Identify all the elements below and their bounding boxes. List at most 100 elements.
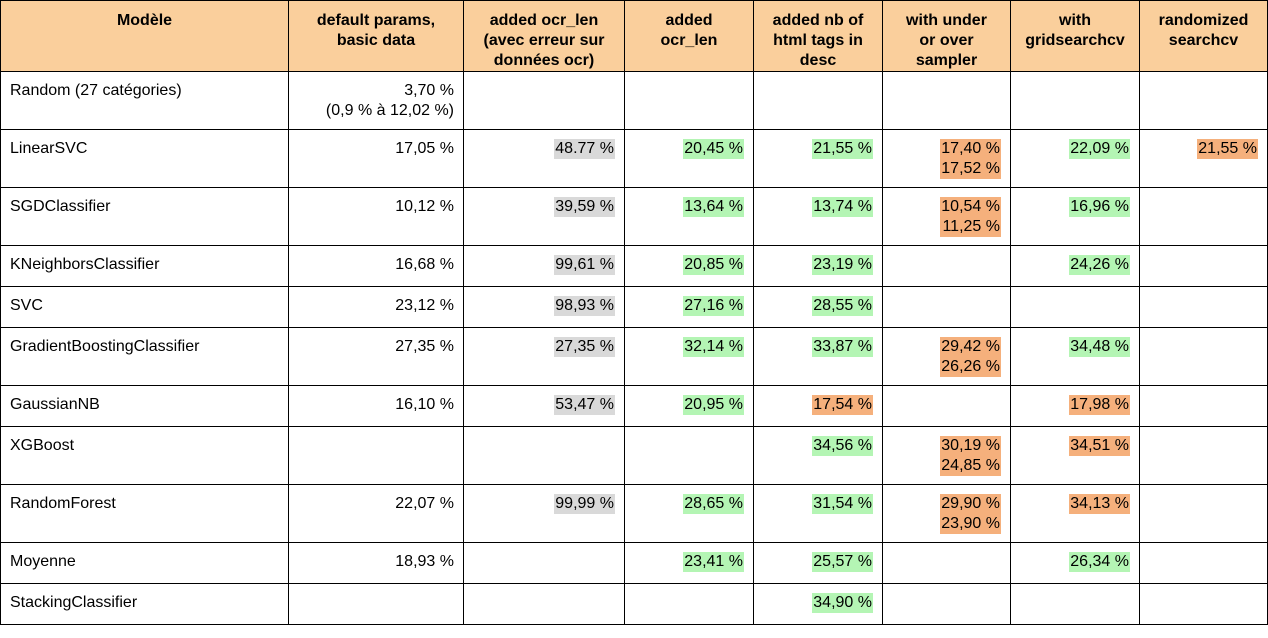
header-line: (avec erreur sur bbox=[483, 32, 605, 49]
score-cell: 16,10 % bbox=[288, 385, 464, 427]
highlighted-score-value: 20,85 % bbox=[683, 255, 744, 275]
highlighted-score-value: 17,40 % 17,52 % bbox=[940, 139, 1001, 179]
model-name-cell: StackingClassifier bbox=[0, 583, 289, 625]
header-line: sampler bbox=[915, 52, 978, 69]
score-cell: 27,35 % bbox=[463, 327, 625, 386]
score-line: 27,35 % bbox=[555, 338, 614, 355]
score-cell bbox=[288, 583, 464, 625]
highlighted-score-value: 20,95 % bbox=[683, 395, 744, 415]
score-cell: 29,90 % 23,90 % bbox=[882, 484, 1011, 543]
score-value: 17,05 % bbox=[395, 139, 454, 159]
header-line: html tags in bbox=[773, 32, 863, 49]
score-line: 17,54 % bbox=[813, 396, 872, 413]
score-cell: 10,54 % 11,25 % bbox=[882, 187, 1011, 246]
highlighted-score-value: 13,64 % bbox=[683, 197, 744, 217]
model-name-cell: XGBoost bbox=[0, 426, 289, 485]
score-cell: 27,35 % bbox=[288, 327, 464, 386]
score-line: 24,85 % bbox=[941, 457, 1000, 474]
score-line: 13,74 % bbox=[813, 198, 872, 215]
score-line: 23,12 % bbox=[395, 297, 454, 314]
score-cell bbox=[882, 542, 1011, 584]
score-line: 11,25 % bbox=[942, 218, 1000, 235]
score-cell: 23,41 % bbox=[624, 542, 754, 584]
highlighted-score-value: 29,90 % 23,90 % bbox=[940, 494, 1001, 534]
header-sampler: with under or over sampler bbox=[882, 0, 1011, 72]
header-line: added ocr_len bbox=[489, 12, 599, 29]
highlighted-score-value: 27,16 % bbox=[683, 296, 744, 316]
highlighted-score-value: 29,42 % 26,26 % bbox=[940, 337, 1001, 377]
score-line: 21,55 % bbox=[1198, 140, 1257, 157]
score-cell bbox=[463, 426, 625, 485]
header-gridsearchcv: with gridsearchcv bbox=[1010, 0, 1140, 72]
score-line: 99,61 % bbox=[555, 256, 614, 273]
score-cell bbox=[1139, 286, 1268, 328]
model-name-cell: GradientBoostingClassifier bbox=[0, 327, 289, 386]
highlighted-score-value: 28,55 % bbox=[812, 296, 873, 316]
score-cell: 26,34 % bbox=[1010, 542, 1140, 584]
results-table: Modèle default params, basic data added o… bbox=[0, 0, 1268, 625]
highlighted-score-value: 34,90 % bbox=[812, 593, 873, 613]
score-cell bbox=[463, 71, 625, 130]
score-cell: 34,51 % bbox=[1010, 426, 1140, 485]
score-cell bbox=[1139, 71, 1268, 130]
score-line: 3,70 % bbox=[404, 82, 454, 99]
score-line: 33,87 % bbox=[813, 338, 872, 355]
score-line: 13,64 % bbox=[684, 198, 743, 215]
score-cell bbox=[1010, 583, 1140, 625]
score-cell: 99,99 % bbox=[463, 484, 625, 543]
score-line: 27,16 % bbox=[684, 297, 743, 314]
score-cell bbox=[882, 583, 1011, 625]
score-line: 23,19 % bbox=[813, 256, 872, 273]
score-line: 16,96 % bbox=[1070, 198, 1129, 215]
model-name-cell: SGDClassifier bbox=[0, 187, 289, 246]
score-cell bbox=[1010, 286, 1140, 328]
header-row: Modèle default params, basic data added o… bbox=[0, 0, 1268, 72]
score-cell: 29,42 % 26,26 % bbox=[882, 327, 1011, 386]
score-cell: 22,07 % bbox=[288, 484, 464, 543]
score-cell: 17,98 % bbox=[1010, 385, 1140, 427]
highlighted-score-value: 34,56 % bbox=[812, 436, 873, 456]
table-row: Moyenne 18,93 % 23,41 % 25,57 % 26,34 % bbox=[0, 542, 1268, 584]
highlighted-score-value: 32,14 % bbox=[683, 337, 744, 357]
score-line: 22,07 % bbox=[395, 495, 454, 512]
score-cell bbox=[624, 71, 754, 130]
highlighted-score-value: 99,99 % bbox=[554, 494, 615, 514]
model-name-cell: SVC bbox=[0, 286, 289, 328]
score-value: 16,68 % bbox=[395, 255, 454, 275]
score-value: 23,12 % bbox=[395, 296, 454, 316]
header-line: basic data bbox=[336, 32, 416, 49]
score-cell: 32,14 % bbox=[624, 327, 754, 386]
highlighted-score-value: 10,54 % 11,25 % bbox=[940, 197, 1001, 237]
header-line: added nb of bbox=[772, 12, 864, 29]
score-line: 34,90 % bbox=[813, 594, 872, 611]
score-cell: 24,26 % bbox=[1010, 245, 1140, 287]
score-cell bbox=[463, 542, 625, 584]
score-cell bbox=[624, 583, 754, 625]
score-cell: 10,12 % bbox=[288, 187, 464, 246]
score-line: 28,65 % bbox=[684, 495, 743, 512]
highlighted-score-value: 23,19 % bbox=[812, 255, 873, 275]
score-cell: 39,59 % bbox=[463, 187, 625, 246]
score-line: 28,55 % bbox=[813, 297, 872, 314]
score-cell bbox=[624, 426, 754, 485]
header-line: searchcv bbox=[1168, 32, 1239, 49]
score-cell bbox=[882, 71, 1011, 130]
score-cell: 21,55 % bbox=[1139, 129, 1268, 188]
header-line: ocr_len bbox=[660, 32, 718, 49]
score-cell: 25,57 % bbox=[753, 542, 883, 584]
score-line: 34,51 % bbox=[1070, 437, 1129, 454]
score-cell: 20,45 % bbox=[624, 129, 754, 188]
highlighted-score-value: 31,54 % bbox=[812, 494, 873, 514]
score-value: 10,12 % bbox=[395, 197, 454, 217]
score-line: 23,90 % bbox=[941, 515, 1000, 532]
highlighted-score-value: 34,13 % bbox=[1069, 494, 1130, 514]
table-row: KNeighborsClassifier 16,68 % 99,61 % 20,85 … bbox=[0, 245, 1268, 287]
highlighted-score-value: 27,35 % bbox=[554, 337, 615, 357]
score-cell bbox=[1010, 71, 1140, 130]
header-line: or over bbox=[919, 32, 974, 49]
header-html-tags: added nb of html tags in desc bbox=[753, 0, 883, 72]
score-cell bbox=[1139, 385, 1268, 427]
table-row: RandomForest 22,07 % 99,99 % 28,65 % 31,54 %… bbox=[0, 484, 1268, 543]
score-cell: 17,54 % bbox=[753, 385, 883, 427]
score-cell bbox=[753, 71, 883, 130]
